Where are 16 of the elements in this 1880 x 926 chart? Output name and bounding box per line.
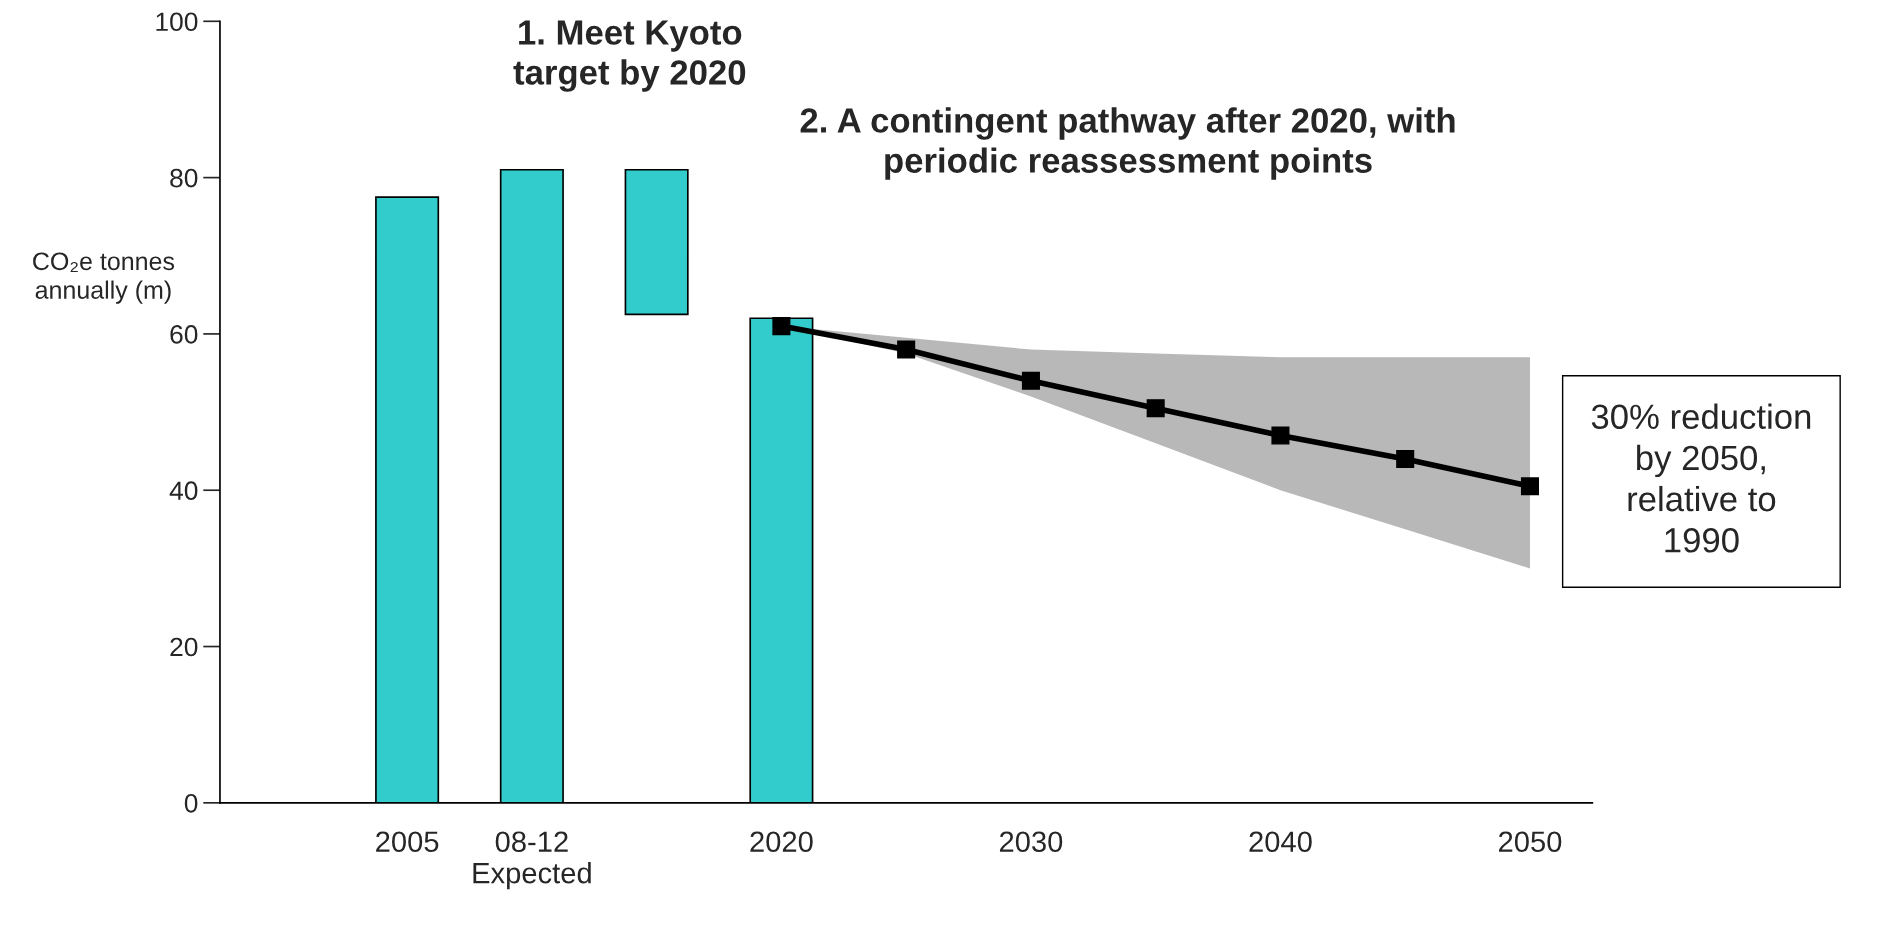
x-tick-label: 2005 <box>376 831 439 853</box>
y-tick-label: 0 <box>184 793 198 813</box>
x-tick-label: 2020 <box>750 831 813 853</box>
y-tick-label: 20 <box>170 637 198 657</box>
y-axis-title: CO₂e tonnes annually (m) <box>33 252 175 304</box>
x-tick-label: 2030 <box>999 831 1063 853</box>
x-tick-label: 2040 <box>1249 831 1312 853</box>
y-tick-label: 100 <box>156 12 198 32</box>
annotation: 2. A contingent pathway after 2020, with periodic reassessment points <box>800 107 1455 180</box>
y-tick-label: 40 <box>169 481 198 501</box>
annotation: 1. Meet Kyoto target by 2020 <box>513 20 746 92</box>
x-tick-label: 2050 <box>1499 831 1562 853</box>
y-tick-label: 80 <box>170 168 198 188</box>
y-tick-label: 60 <box>170 325 198 344</box>
annotation: 30% reduction by 2050, relative to 1990 <box>1591 403 1811 553</box>
x-tick-label: 08-12 Expected <box>473 831 591 890</box>
